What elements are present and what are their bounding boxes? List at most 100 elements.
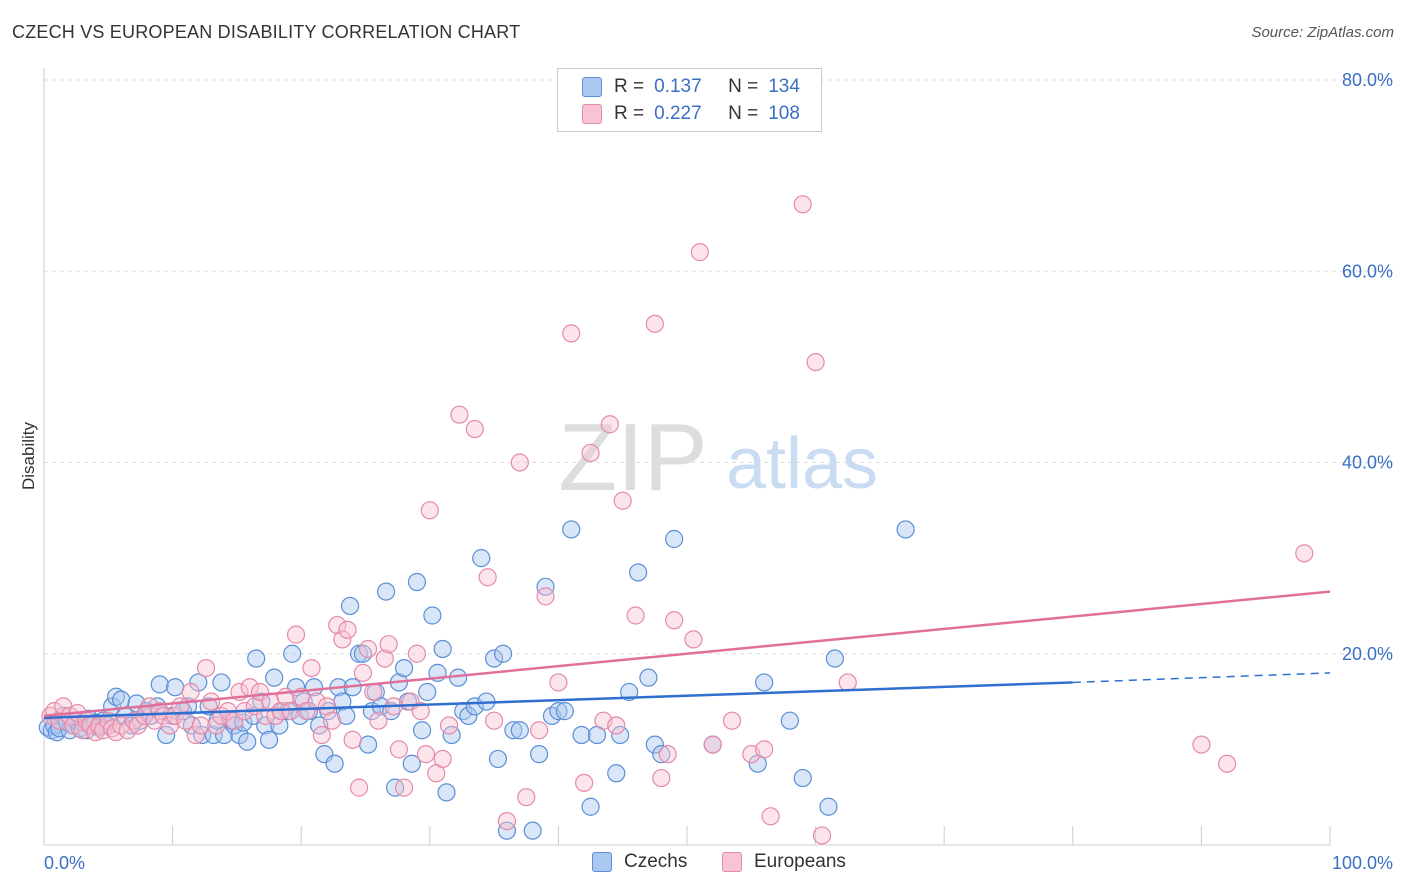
czech-point (283, 644, 302, 663)
european-point (286, 625, 306, 644)
czech-point (238, 732, 257, 751)
x-tick-label: 100.0% (1332, 853, 1393, 873)
czech-point (825, 649, 844, 668)
czechs-trend-extension (1072, 672, 1331, 684)
n-value: 134 (768, 76, 800, 97)
czech-point (488, 749, 508, 769)
european-point (333, 630, 352, 649)
european-point (478, 568, 497, 587)
czech-point (581, 797, 600, 816)
czech-point (418, 682, 437, 702)
czech-point (376, 582, 396, 601)
czechs-legend-label: Czechs (624, 851, 688, 872)
european-point (530, 721, 549, 740)
czechs-legend-swatch (592, 852, 612, 872)
european-point (838, 673, 857, 692)
european-point (549, 673, 568, 692)
y-tick-label: 20.0% (1342, 644, 1393, 664)
legend-row-czechs: R = 0.137 N = 134 (582, 75, 800, 99)
czech-point (620, 682, 639, 702)
european-point (497, 811, 517, 831)
czech-point (530, 745, 549, 764)
czech-point (611, 725, 630, 745)
czech-point (780, 711, 799, 730)
european-point (407, 644, 427, 663)
european-point (394, 778, 414, 797)
european-point (317, 697, 337, 716)
european-point (812, 826, 832, 845)
european-point (658, 745, 677, 764)
czech-point (494, 644, 513, 663)
watermark-zip: ZIP (558, 404, 707, 511)
european-point (281, 702, 301, 721)
european-point (1295, 544, 1314, 563)
r-value: 0.227 (654, 103, 702, 124)
european-point (536, 587, 555, 606)
czech-point (433, 639, 452, 659)
european-point (312, 725, 331, 745)
european-point (411, 702, 430, 721)
european-point (358, 639, 378, 659)
european-point (338, 620, 357, 639)
legend-item-czechs[interactable]: Czechs (592, 851, 687, 873)
r-value: 0.137 (654, 76, 702, 97)
czech-point (645, 735, 664, 754)
europeans-legend-swatch (722, 852, 742, 872)
european-point (379, 635, 398, 654)
trend-lines (43, 590, 1331, 720)
n-label: N = (728, 103, 759, 124)
european-point (389, 740, 409, 759)
european-point (302, 658, 321, 678)
legend-item-europeans[interactable]: Europeans (722, 851, 846, 873)
european-point (581, 443, 600, 463)
european-point (562, 324, 581, 343)
watermark-atlas: atlas (726, 424, 878, 504)
czech-point (555, 702, 574, 721)
czech-point (485, 649, 504, 668)
europeans-trend-line (43, 590, 1331, 718)
european-point (665, 611, 684, 630)
czech-point (504, 721, 523, 740)
czech-point (166, 678, 185, 697)
czechs-points (38, 520, 915, 840)
czech-point (510, 721, 529, 740)
european-point (118, 721, 137, 740)
european-point (128, 716, 147, 735)
czech-point (112, 690, 131, 709)
european-point (761, 807, 780, 826)
czech-point (394, 658, 414, 678)
czech-point (665, 529, 684, 549)
europeans-legend-label: Europeans (754, 851, 846, 872)
european-point (439, 716, 459, 735)
czech-point (572, 725, 591, 745)
czech-point (549, 702, 568, 721)
czech-point (247, 649, 266, 668)
r-label: R = (614, 76, 645, 97)
european-point (793, 195, 812, 214)
european-point (433, 749, 452, 769)
czech-point (106, 687, 126, 706)
european-point (806, 352, 825, 372)
european-point (613, 491, 632, 510)
european-point (322, 711, 342, 730)
european-point (307, 692, 326, 711)
czech-point (234, 713, 253, 732)
czech-point (150, 675, 169, 694)
czech-point (358, 735, 378, 754)
czech-point (472, 549, 491, 568)
european-point (645, 314, 664, 333)
czech-point (199, 697, 218, 716)
czech-point (423, 606, 442, 625)
stats-legend: R = 0.137 N = 134 R = 0.227 N = 108 (557, 68, 822, 132)
europeans-swatch (582, 104, 602, 124)
european-point (353, 663, 373, 682)
european-point (166, 706, 185, 726)
czech-point (270, 716, 289, 735)
czech-point (437, 783, 456, 802)
czech-point (793, 768, 812, 788)
tick-labels: 20.0% 40.0% 60.0% 80.0% 0.0% 100.0% (44, 70, 1393, 873)
european-point (369, 711, 388, 730)
czech-point (212, 673, 231, 692)
czech-point (896, 520, 915, 539)
